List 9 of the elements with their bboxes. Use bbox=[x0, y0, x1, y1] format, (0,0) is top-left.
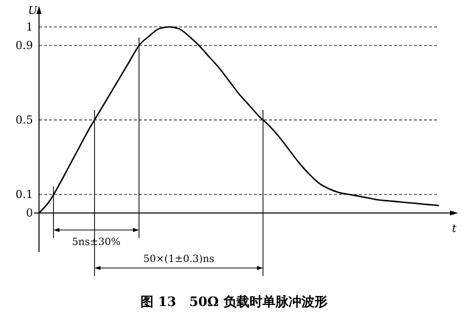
y-tick-label: 0.1 bbox=[16, 188, 33, 201]
y-tick-label: 0 bbox=[26, 206, 33, 220]
y-tick-label: 0.9 bbox=[16, 39, 33, 52]
y-tick-label: 0.5 bbox=[16, 113, 33, 126]
text: 50×(1±0.3)ns bbox=[143, 254, 214, 265]
y-axis-title: U bbox=[28, 4, 38, 17]
x-axis-title: t bbox=[452, 222, 457, 235]
y-tick-label: 1 bbox=[26, 20, 33, 34]
text: 图 13 50Ω 负载时单脉冲波形 bbox=[140, 294, 328, 310]
